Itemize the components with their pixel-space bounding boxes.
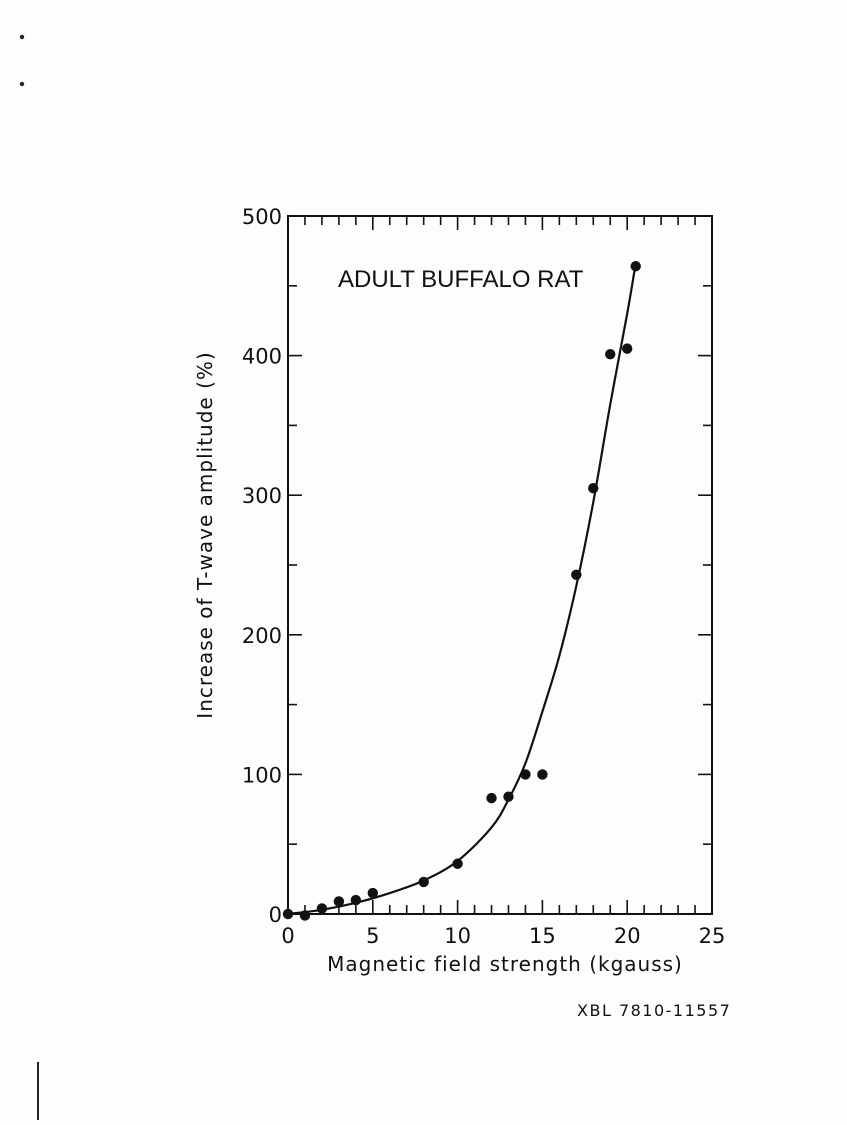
fit-curve-group bbox=[287, 263, 637, 916]
y-tick-label: 200 bbox=[242, 624, 282, 648]
data-point bbox=[299, 910, 311, 921]
data-point bbox=[588, 483, 599, 494]
x-tick-label: 20 bbox=[614, 924, 641, 948]
scan-dot bbox=[19, 34, 25, 40]
data-point bbox=[333, 896, 345, 907]
data-point bbox=[452, 858, 463, 869]
data-point bbox=[486, 792, 497, 804]
data-point bbox=[418, 876, 429, 888]
y-tick-label: 100 bbox=[242, 763, 282, 787]
data-point bbox=[630, 261, 641, 272]
fit-curve bbox=[287, 263, 637, 916]
chart-title: ADULT BUFFALO RAT bbox=[338, 266, 584, 293]
x-tick-label: 5 bbox=[366, 924, 379, 948]
data-point bbox=[571, 569, 582, 580]
y-tick-label: 500 bbox=[242, 205, 282, 229]
x-axis-title: Magnetic field strength (kgauss) bbox=[327, 952, 683, 976]
data-point bbox=[282, 908, 294, 920]
x-tick-label: 15 bbox=[529, 924, 556, 948]
data-point bbox=[520, 769, 531, 780]
data-point bbox=[622, 343, 633, 354]
data-point bbox=[503, 791, 514, 802]
x-tick-label: 10 bbox=[444, 924, 471, 948]
data-points bbox=[282, 261, 641, 921]
y-tick-label: 400 bbox=[242, 345, 282, 369]
data-point bbox=[367, 887, 378, 899]
x-tick-label: 0 bbox=[281, 924, 294, 948]
data-point bbox=[605, 349, 616, 360]
axis-ticks bbox=[287, 215, 713, 915]
y-tick-label: 0 bbox=[269, 903, 282, 927]
scan-dot bbox=[19, 81, 25, 87]
data-point bbox=[350, 894, 362, 906]
x-tick-label: 25 bbox=[699, 924, 726, 948]
tick-labels: 0 5 10 15 20 25 0 100 200 300 400 500 bbox=[242, 205, 725, 948]
y-tick-label: 300 bbox=[242, 484, 282, 508]
y-axis-title: Increase of T-wave amplitude (%) bbox=[193, 351, 217, 718]
data-point bbox=[537, 769, 548, 780]
data-point bbox=[316, 903, 328, 914]
catalog-number: XBL 7810-11557 bbox=[577, 1001, 731, 1020]
plot-frame bbox=[287, 215, 713, 915]
